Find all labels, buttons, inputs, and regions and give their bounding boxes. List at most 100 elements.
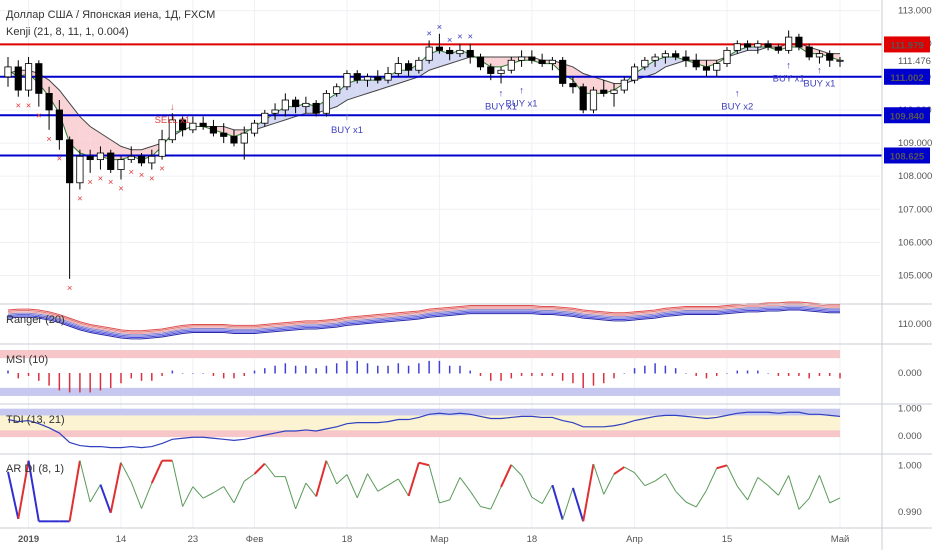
ranger-band-line xyxy=(7,301,840,332)
candle-body[interactable] xyxy=(4,66,12,78)
candle-body[interactable] xyxy=(610,89,618,94)
price-level-badge xyxy=(884,107,930,124)
candle-body[interactable] xyxy=(456,49,464,55)
candle-body[interactable] xyxy=(179,119,187,131)
candle-body[interactable] xyxy=(785,36,793,51)
candle-body[interactable] xyxy=(641,59,649,68)
msi-pane[interactable] xyxy=(0,350,841,396)
candle-body[interactable] xyxy=(497,69,505,74)
candle-body[interactable] xyxy=(836,59,844,62)
ardi-segment xyxy=(551,484,564,520)
candle-body[interactable] xyxy=(569,83,577,88)
candle-body[interactable] xyxy=(466,49,474,58)
candle-body[interactable] xyxy=(702,66,711,71)
candle-body[interactable] xyxy=(723,49,731,65)
candle-body[interactable] xyxy=(476,56,485,68)
ardi-segment xyxy=(150,460,163,484)
candle-body[interactable] xyxy=(343,73,351,88)
ranger-pane[interactable] xyxy=(7,301,840,340)
candle-body[interactable] xyxy=(600,89,608,94)
candle-body[interactable] xyxy=(86,155,94,161)
candle-body[interactable] xyxy=(322,93,331,114)
candle-body[interactable] xyxy=(353,73,361,81)
candle-body[interactable] xyxy=(559,59,567,84)
candle-body[interactable] xyxy=(137,155,146,164)
candle-body[interactable] xyxy=(630,66,639,81)
candle-body[interactable] xyxy=(661,53,669,58)
candle-body[interactable] xyxy=(682,56,690,61)
candle-body[interactable] xyxy=(764,43,772,48)
candle-body[interactable] xyxy=(55,109,63,141)
candle-body[interactable] xyxy=(220,132,228,137)
candle-body[interactable] xyxy=(672,53,680,58)
candle-body[interactable] xyxy=(692,59,700,68)
ardi-pane[interactable] xyxy=(7,459,841,523)
candle-body[interactable] xyxy=(754,43,762,48)
candle-body[interactable] xyxy=(158,139,166,157)
candle-body[interactable] xyxy=(538,59,546,64)
candle-body[interactable] xyxy=(425,46,433,61)
candle-body[interactable] xyxy=(517,56,526,61)
candle-body[interactable] xyxy=(281,99,289,111)
candle-body[interactable] xyxy=(579,86,587,111)
candle-body[interactable] xyxy=(107,152,115,170)
candle-body[interactable] xyxy=(805,46,813,58)
candle-body[interactable] xyxy=(76,155,84,184)
date-tick-label: Апр xyxy=(626,534,643,545)
candle-body[interactable] xyxy=(733,43,741,51)
candle-body[interactable] xyxy=(405,63,413,71)
candle-body[interactable] xyxy=(528,56,536,61)
candle-body[interactable] xyxy=(271,109,279,114)
candle-body[interactable] xyxy=(292,99,300,108)
candle-body[interactable] xyxy=(168,119,176,141)
candle-body[interactable] xyxy=(24,63,33,91)
candle-body[interactable] xyxy=(250,122,259,134)
candle-body[interactable] xyxy=(620,79,628,91)
candle-body[interactable] xyxy=(302,102,310,108)
candle-body[interactable] xyxy=(446,49,454,55)
candle-body[interactable] xyxy=(96,152,105,161)
ardi-segment xyxy=(284,476,297,510)
ardi-segment xyxy=(706,468,718,491)
candle-body[interactable] xyxy=(394,63,402,74)
candle-body[interactable] xyxy=(548,59,556,64)
price-pane[interactable]: × ××××××× × ××× × ××××× × ×↓SELL x1 ↑BUY x1↑BUY … xyxy=(0,0,882,528)
candle-body[interactable] xyxy=(189,122,197,131)
candle-body[interactable] xyxy=(774,46,782,51)
candle-body[interactable] xyxy=(795,36,803,48)
candle-body[interactable] xyxy=(374,76,382,81)
tdi-pane[interactable] xyxy=(0,408,841,449)
candle-body[interactable] xyxy=(363,76,372,81)
signal-arrow: ↑ xyxy=(786,61,791,72)
price-level-label: 108.625 xyxy=(890,151,925,162)
candle-body[interactable] xyxy=(117,159,125,170)
candle-body[interactable] xyxy=(148,155,156,164)
candle-body[interactable] xyxy=(199,122,207,127)
candle-body[interactable] xyxy=(435,46,443,51)
candle-body[interactable] xyxy=(507,59,515,71)
candle-body[interactable] xyxy=(743,43,752,48)
candle-body[interactable] xyxy=(384,73,392,81)
candle-body[interactable] xyxy=(66,139,74,184)
candle-body[interactable] xyxy=(815,53,824,58)
candle-body[interactable] xyxy=(14,66,22,91)
candle-body[interactable] xyxy=(261,112,269,124)
ardi-tick-label: 0.990 xyxy=(898,507,922,518)
candle-body[interactable] xyxy=(127,155,135,161)
candle-body[interactable] xyxy=(35,63,43,94)
signal-label: BUY x2 xyxy=(721,102,753,113)
candle-body[interactable] xyxy=(312,102,320,114)
candle-body[interactable] xyxy=(487,66,495,74)
candle-body[interactable] xyxy=(333,86,341,94)
candle-body[interactable] xyxy=(589,89,598,111)
candle-body[interactable] xyxy=(230,136,238,144)
candle-body[interactable] xyxy=(209,126,218,134)
candle-body[interactable] xyxy=(826,53,834,61)
candle-body[interactable] xyxy=(45,93,53,111)
candle-body[interactable] xyxy=(240,132,248,144)
candle-body[interactable] xyxy=(415,59,423,71)
candle-body[interactable] xyxy=(713,63,721,71)
candle-body[interactable] xyxy=(651,56,659,61)
ardi-tick-label: 1.000 xyxy=(898,460,922,471)
